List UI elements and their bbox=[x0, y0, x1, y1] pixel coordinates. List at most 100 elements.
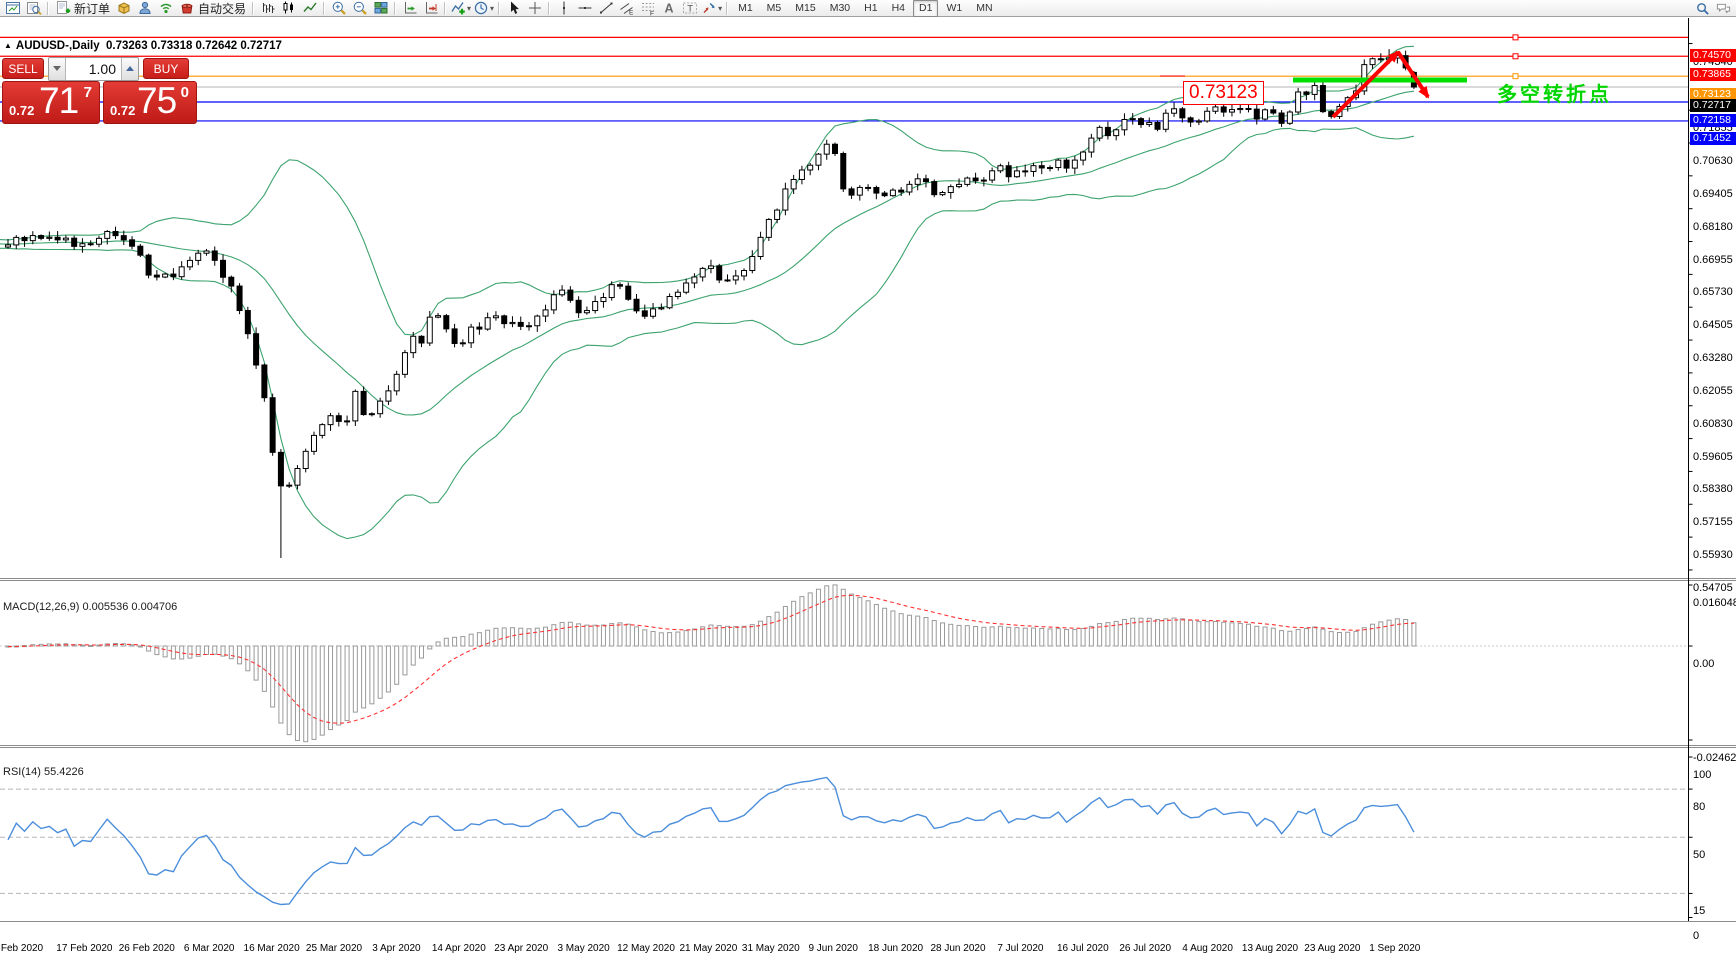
date-axis-label: 23 Aug 2020 bbox=[1304, 943, 1361, 954]
chart-shift-icon bbox=[423, 0, 439, 16]
sell-price-button[interactable]: 0.72 71 7 bbox=[2, 80, 100, 124]
bar-chart-button[interactable] bbox=[257, 0, 278, 16]
date-axis-label: 3 Apr 2020 bbox=[372, 943, 421, 954]
channel-icon: E bbox=[619, 0, 635, 16]
date-axis-label: 21 May 2020 bbox=[679, 943, 738, 954]
line-handle[interactable] bbox=[1512, 34, 1519, 41]
date-axis-label: 28 Jun 2020 bbox=[930, 943, 986, 954]
svg-text:A: A bbox=[664, 2, 673, 16]
line-handle[interactable] bbox=[1512, 73, 1519, 80]
chevron-down-icon: ▾ bbox=[490, 3, 495, 13]
crosshair-button[interactable] bbox=[524, 0, 545, 16]
buy-price-main: 75 bbox=[137, 80, 177, 121]
line-chart-button[interactable] bbox=[299, 0, 320, 16]
toolbar-separator bbox=[47, 1, 49, 15]
autotrading-button[interactable] bbox=[176, 0, 197, 16]
price-axis-tick: 0.68180 bbox=[1693, 220, 1733, 233]
timeframe-m5-button[interactable]: M5 bbox=[766, 1, 782, 14]
buy-button[interactable]: BUY bbox=[143, 58, 189, 79]
new-order-button[interactable] bbox=[52, 0, 73, 16]
trend-arrow-down[interactable] bbox=[1396, 50, 1430, 99]
rsi-axis-tick: 15 bbox=[1693, 905, 1706, 918]
timeframe-m1-button[interactable]: M1 bbox=[738, 1, 753, 14]
signals-button[interactable] bbox=[134, 0, 155, 16]
date-axis-label: 26 Feb 2020 bbox=[118, 943, 175, 954]
rsi-axis-tick: 0 bbox=[1693, 929, 1700, 942]
rsi-axis-tick: 50 bbox=[1693, 849, 1706, 862]
sell-button[interactable]: SELL bbox=[2, 58, 44, 79]
network-button[interactable] bbox=[155, 0, 176, 16]
label-icon: T bbox=[682, 0, 698, 16]
date-axis-label: 4 Aug 2020 bbox=[1182, 943, 1233, 954]
date-axis-label: 12 May 2020 bbox=[617, 943, 675, 954]
chevron-down-icon: ▾ bbox=[718, 3, 723, 13]
macd-label: MACD(12,26,9) 0.005536 0.004706 bbox=[3, 601, 178, 613]
date-axis-label: Feb 2020 bbox=[0, 943, 44, 954]
chart-window-button[interactable] bbox=[2, 0, 23, 16]
price-tag: 0.74570 bbox=[1690, 48, 1736, 62]
buy-price-prefix: 0.72 bbox=[110, 103, 136, 118]
price-tag: 0.72717 bbox=[1690, 98, 1736, 112]
chart-window-icon bbox=[5, 0, 21, 16]
label-button[interactable]: T bbox=[679, 0, 700, 16]
cursor-button[interactable] bbox=[503, 0, 524, 16]
timeframe-mn-button[interactable]: MN bbox=[976, 1, 993, 14]
price-axis-tick: 0.66955 bbox=[1693, 253, 1733, 266]
vertical-line-button[interactable] bbox=[553, 0, 574, 16]
bollinger-bands bbox=[0, 45, 1415, 540]
indicators-icon bbox=[450, 0, 466, 16]
collapse-icon[interactable]: ▲ bbox=[4, 41, 12, 50]
candlestick-button[interactable] bbox=[278, 0, 299, 16]
one-click-trading-panel: SELL BUY 0.72 71 7 0.72 75 0 bbox=[2, 56, 198, 124]
chart-canvas[interactable] bbox=[0, 18, 1736, 942]
volume-increase-button[interactable] bbox=[121, 57, 138, 80]
indicators-button[interactable]: ▾ bbox=[449, 0, 472, 16]
search-button[interactable] bbox=[1692, 0, 1713, 16]
buy-price-button[interactable]: 0.72 75 0 bbox=[103, 80, 197, 124]
date-axis-label: 17 Feb 2020 bbox=[56, 943, 113, 954]
volume-input[interactable] bbox=[66, 57, 121, 80]
date-axis-label: 18 Jun 2020 bbox=[868, 943, 924, 954]
candlestick-series bbox=[5, 49, 1417, 559]
macd-axis-tick: 0.00 bbox=[1693, 658, 1715, 670]
timeframe-d1-button[interactable]: D1 bbox=[913, 0, 939, 17]
toolbar-separator bbox=[252, 1, 255, 15]
chart-shift-button[interactable] bbox=[420, 0, 441, 16]
timeframe-h4-button[interactable]: H4 bbox=[891, 1, 906, 14]
toolbar-separator bbox=[498, 1, 501, 15]
price-annotation-box[interactable]: 0.73123 bbox=[1183, 81, 1264, 105]
svg-text:T: T bbox=[687, 4, 693, 15]
date-axis-label: 3 May 2020 bbox=[557, 943, 610, 954]
horizontal-line-button[interactable] bbox=[574, 0, 595, 16]
turning-point-label[interactable]: 多空转折点 bbox=[1497, 84, 1612, 106]
line-handle[interactable] bbox=[1512, 53, 1519, 60]
timeframe-w1-button[interactable]: W1 bbox=[946, 1, 963, 14]
chat-button[interactable] bbox=[1713, 0, 1734, 16]
macd-indicator bbox=[0, 584, 1688, 743]
data-preview-button[interactable] bbox=[23, 0, 44, 16]
trendline-button[interactable] bbox=[595, 0, 616, 16]
volume-decrease-button[interactable] bbox=[49, 57, 66, 80]
arrows-icon bbox=[701, 0, 717, 16]
tile-windows-icon bbox=[373, 0, 389, 16]
date-axis-label: 16 Jul 2020 bbox=[1056, 943, 1109, 954]
sell-price-pip: 7 bbox=[83, 84, 92, 101]
arrows-button[interactable]: ▾ bbox=[700, 0, 723, 16]
date-axis-label: 1 Sep 2020 bbox=[1369, 943, 1421, 954]
timeframe-m30-button[interactable]: M30 bbox=[829, 1, 851, 14]
date-axis-label: 31 May 2020 bbox=[741, 943, 800, 954]
market-button[interactable] bbox=[113, 0, 134, 16]
timeframe-m15-button[interactable]: M15 bbox=[795, 1, 816, 14]
zoom-in-button[interactable] bbox=[328, 0, 349, 16]
channel-button[interactable]: E bbox=[616, 0, 637, 16]
price-axis-tick: 0.57155 bbox=[1693, 516, 1733, 529]
zoom-out-button[interactable] bbox=[349, 0, 370, 16]
auto-scroll-button[interactable] bbox=[399, 0, 420, 16]
tile-windows-button[interactable] bbox=[370, 0, 391, 16]
trend-arrow-up[interactable] bbox=[1331, 50, 1400, 119]
fibonacci-button[interactable]: F bbox=[637, 0, 658, 16]
text-button[interactable]: A bbox=[658, 0, 679, 16]
timeframe-h1-button[interactable]: H1 bbox=[864, 1, 878, 14]
chart-symbol-period: AUDUSD-,Daily bbox=[15, 40, 100, 52]
periods-button[interactable]: ▾ bbox=[472, 0, 495, 16]
